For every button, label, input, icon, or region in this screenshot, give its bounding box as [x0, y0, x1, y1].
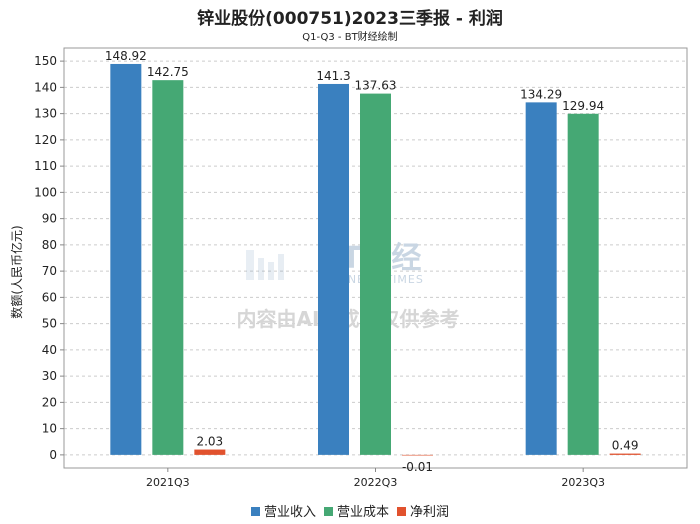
data-label: 142.75 [147, 65, 189, 79]
data-label: 129.94 [562, 99, 604, 113]
y-tick-label: 60 [42, 290, 57, 304]
axes-layer: 0 10 20 30 40 50 60 70 80 90 100 110 120 130 140 150 202… [34, 47, 688, 489]
y-tick-label: 40 [42, 343, 57, 357]
y-tick-label: 110 [34, 159, 57, 173]
legend-label: 营业成本 [336, 505, 389, 520]
data-label: 2.03 [196, 435, 223, 449]
data-label: -0.01 [402, 460, 433, 474]
y-tick-label: 90 [42, 212, 57, 226]
data-label: 134.29 [520, 87, 562, 101]
legend-swatch [323, 507, 333, 516]
legend-swatch [250, 507, 260, 516]
y-tick-label: 30 [42, 369, 57, 383]
bar-2023Q3-净利润 [609, 453, 641, 455]
y-tick-label: 20 [42, 395, 57, 409]
x-tick-label: 2023Q3 [561, 476, 605, 489]
bar-2021Q3-营业收入 [110, 63, 142, 455]
x-tick-label: 2022Q3 [354, 476, 398, 489]
bar-2021Q3-净利润 [194, 449, 226, 455]
bar-2022Q3-净利润 [402, 454, 433, 456]
bar-2022Q3-营业收入 [318, 83, 349, 455]
data-label: 0.49 [612, 439, 639, 453]
data-label: 141.3 [316, 69, 350, 83]
y-tick-label: 140 [34, 80, 57, 94]
y-tick-label: 130 [34, 107, 57, 121]
legend-item: 营业收入 [250, 501, 316, 520]
y-tick-label: 150 [34, 54, 57, 68]
data-label: 137.63 [355, 79, 397, 93]
legend-item: 净利润 [397, 501, 449, 520]
watermark-logo-icon [246, 250, 284, 280]
data-label: 148.92 [105, 49, 147, 63]
legend-item: 营业成本 [323, 501, 389, 520]
legend: 营业收入 营业成本 净利润 [0, 501, 700, 520]
y-tick-label: 100 [34, 185, 57, 199]
bar-2022Q3-营业成本 [360, 93, 391, 455]
bar-2021Q3-营业成本 [152, 80, 184, 455]
x-tick-label: 2021Q3 [146, 476, 190, 489]
legend-swatch [397, 507, 406, 516]
chart-title: 锌业股份(000751)2023三季报 - 利润 [197, 9, 503, 29]
y-tick-label: 120 [34, 133, 57, 147]
legend-label: 净利润 [410, 505, 450, 520]
bars-layer [110, 63, 641, 456]
y-tick-label: 50 [42, 317, 57, 331]
chart-subtitle: Q1-Q3 - BT财经绘制 [302, 32, 398, 43]
bar-2023Q3-营业收入 [525, 102, 557, 455]
y-tick-label: 70 [42, 264, 57, 278]
y-tick-label: 10 [42, 422, 57, 436]
bar-2023Q3-营业成本 [567, 113, 599, 455]
y-tick-label: 0 [49, 448, 57, 462]
y-tick-label: 80 [42, 238, 57, 252]
legend-label: 营业收入 [263, 505, 316, 520]
